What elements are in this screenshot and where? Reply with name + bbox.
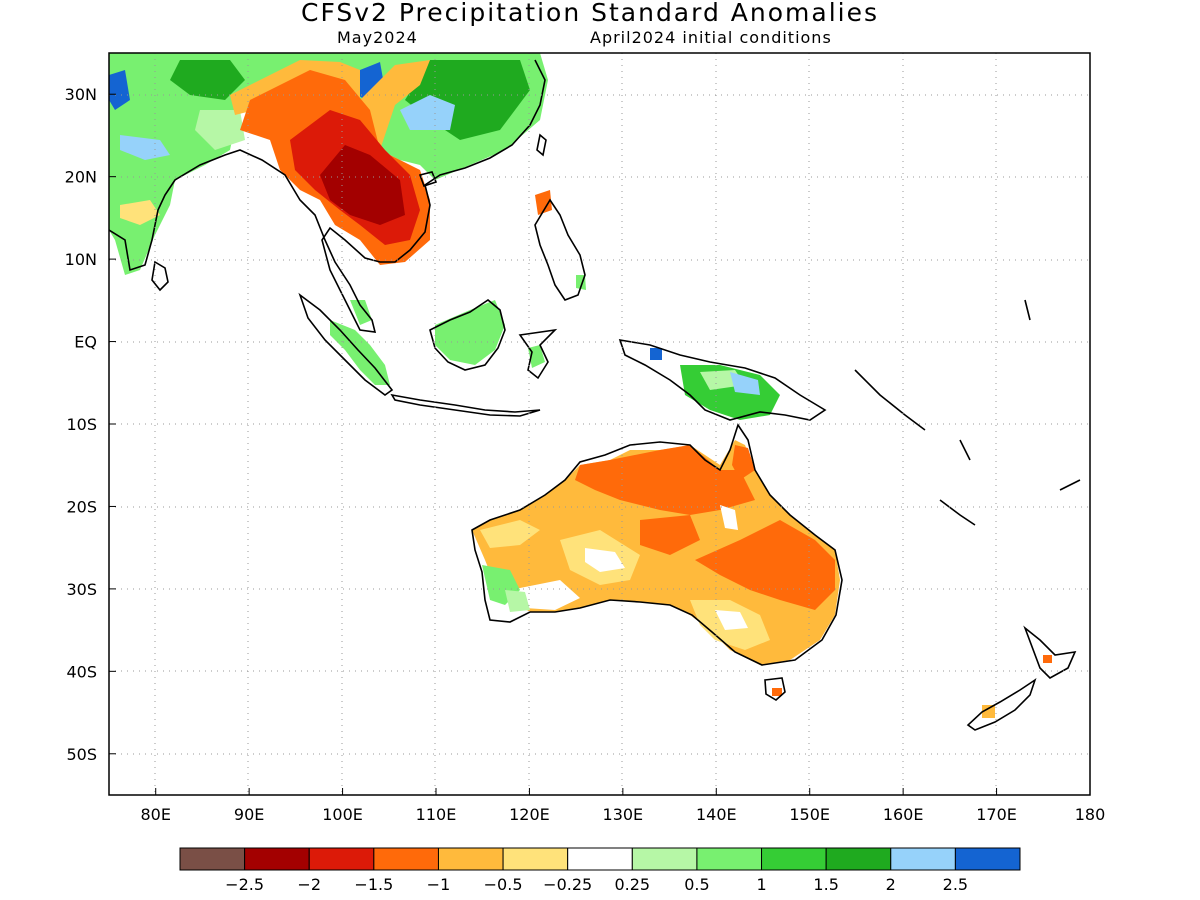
coastline-java [390, 393, 541, 417]
colorbar-swatch [696, 847, 763, 871]
anomaly-new-guinea-dark [650, 348, 662, 360]
colorbar-swatch [631, 847, 698, 871]
lat-tick-label: 10N [65, 250, 97, 269]
anomaly-australia-white-center [585, 548, 625, 572]
lat-tick-label: 30S [66, 580, 97, 599]
lon-tick-label: 140E [696, 805, 737, 824]
colorbar-swatch [890, 847, 956, 871]
lat-tick-label: 40S [66, 662, 97, 681]
anomaly-malay [350, 300, 372, 325]
anomaly-south-china [400, 95, 455, 130]
colorbar-swatch [437, 847, 504, 871]
lon-tick-label: 180 [1075, 805, 1106, 824]
colorbar-swatch [179, 847, 246, 871]
lon-tick-label: 150E [789, 805, 830, 824]
anomaly-borneo [435, 300, 505, 365]
anomaly-philippines-orange [535, 190, 552, 215]
anomaly-australia-white-south [715, 610, 748, 630]
coastline-philippines [534, 198, 586, 301]
anomaly-australia-center-orange [640, 515, 700, 555]
axis-labels: 80E 90E 100E 110E 120E 130E 140E 150E 160E 170E 18… [65, 85, 1106, 824]
colorbar-swatch [567, 847, 633, 871]
lat-tick-label: 50S [66, 745, 97, 764]
anomaly-nz-yellow [982, 705, 995, 718]
colorbar-label: 0.5 [684, 875, 709, 894]
colorbar-label: −1.5 [354, 875, 393, 894]
colorbar-label: 1.5 [813, 875, 838, 894]
lat-tick-label: 20S [66, 497, 97, 516]
colorbar-label: 2 [886, 875, 896, 894]
lon-tick-label: 80E [140, 805, 170, 824]
coastline-mainland-asia [109, 59, 546, 333]
coastline-taiwan [536, 133, 547, 157]
coastline-sri-lanka [151, 260, 169, 292]
colorbar-label: 1 [756, 875, 766, 894]
lon-tick-label: 130E [603, 805, 644, 824]
anomaly-southwest-light [505, 590, 530, 612]
coastline-nz-north [1023, 625, 1077, 679]
coastline-australia [471, 423, 843, 666]
map-plot-area [109, 53, 1090, 795]
colorbar-swatch [373, 847, 439, 871]
coastline-new-guinea [618, 338, 827, 421]
lon-tick-label: 100E [322, 805, 363, 824]
lon-tick-label: 160E [883, 805, 924, 824]
coastlines [109, 59, 1081, 731]
anomaly-sulawesi [528, 345, 545, 368]
colorbar: −2.5 −2 −1.5 −1 −0.5 −0.25 0.25 0.5 1 1.5 2 2.5 [179, 847, 1021, 894]
initial-conditions: April2024 initial conditions [590, 28, 832, 47]
colorbar-label: −2 [297, 875, 321, 894]
lon-tick-label: 90E [234, 805, 264, 824]
graticule [109, 53, 1090, 795]
lon-tick-label: 170E [976, 805, 1017, 824]
colorbar-label: −0.25 [543, 875, 592, 894]
anomaly-cape-york [732, 445, 755, 480]
forecast-month: May2024 [337, 28, 418, 47]
anomaly-australia-east-orange [695, 520, 835, 610]
anomaly-tasmania-orange [772, 688, 782, 696]
colorbar-label: −2.5 [225, 875, 264, 894]
anomaly-india-lightblue [120, 135, 170, 160]
colorbar-swatch [761, 847, 827, 871]
colorbar-swatch [244, 847, 310, 871]
lat-tick-label: 20N [65, 168, 97, 187]
colorbar-swatch [308, 847, 375, 871]
lon-tick-label: 120E [509, 805, 550, 824]
coastline-sulawesi [518, 328, 558, 380]
colorbar-swatch [825, 847, 892, 871]
coastline-pacific-islands [854, 299, 1081, 526]
coastline-nz-south [966, 678, 1037, 731]
colorbar-swatch [502, 847, 569, 871]
coastline-hainan [418, 171, 438, 188]
anomaly-india-coast-yellow [120, 200, 160, 225]
anomaly-nz-orange [1043, 655, 1052, 663]
colorbar-label: 0.25 [614, 875, 650, 894]
lat-tick-label: 30N [65, 85, 97, 104]
anomaly-queensland-white [720, 505, 738, 530]
coastline-tasmania [764, 677, 786, 701]
coastline-borneo [429, 299, 506, 371]
lon-tick-label: 110E [416, 805, 457, 824]
map-title: CFSv2 Precipitation Standard Anomalies [300, 0, 879, 27]
anomaly-west-india-blue [109, 70, 130, 110]
lat-tick-label: EQ [74, 333, 97, 352]
lat-tick-label: 10S [66, 415, 97, 434]
colorbar-swatch [954, 847, 1021, 871]
anomaly-thailand-darkred [320, 145, 405, 225]
anomaly-australia-yellow-west [480, 520, 540, 548]
colorbar-label: −1 [427, 875, 451, 894]
axis-ticks [109, 93, 1091, 795]
colorbar-label: −0.5 [484, 875, 523, 894]
colorbar-label: 2.5 [943, 875, 968, 894]
coastline-sumatra [298, 292, 394, 396]
anomaly-green-dark [170, 60, 245, 100]
anomaly-tibet-lightgreen [195, 110, 245, 150]
anomaly-new-guinea-blue [730, 372, 760, 395]
